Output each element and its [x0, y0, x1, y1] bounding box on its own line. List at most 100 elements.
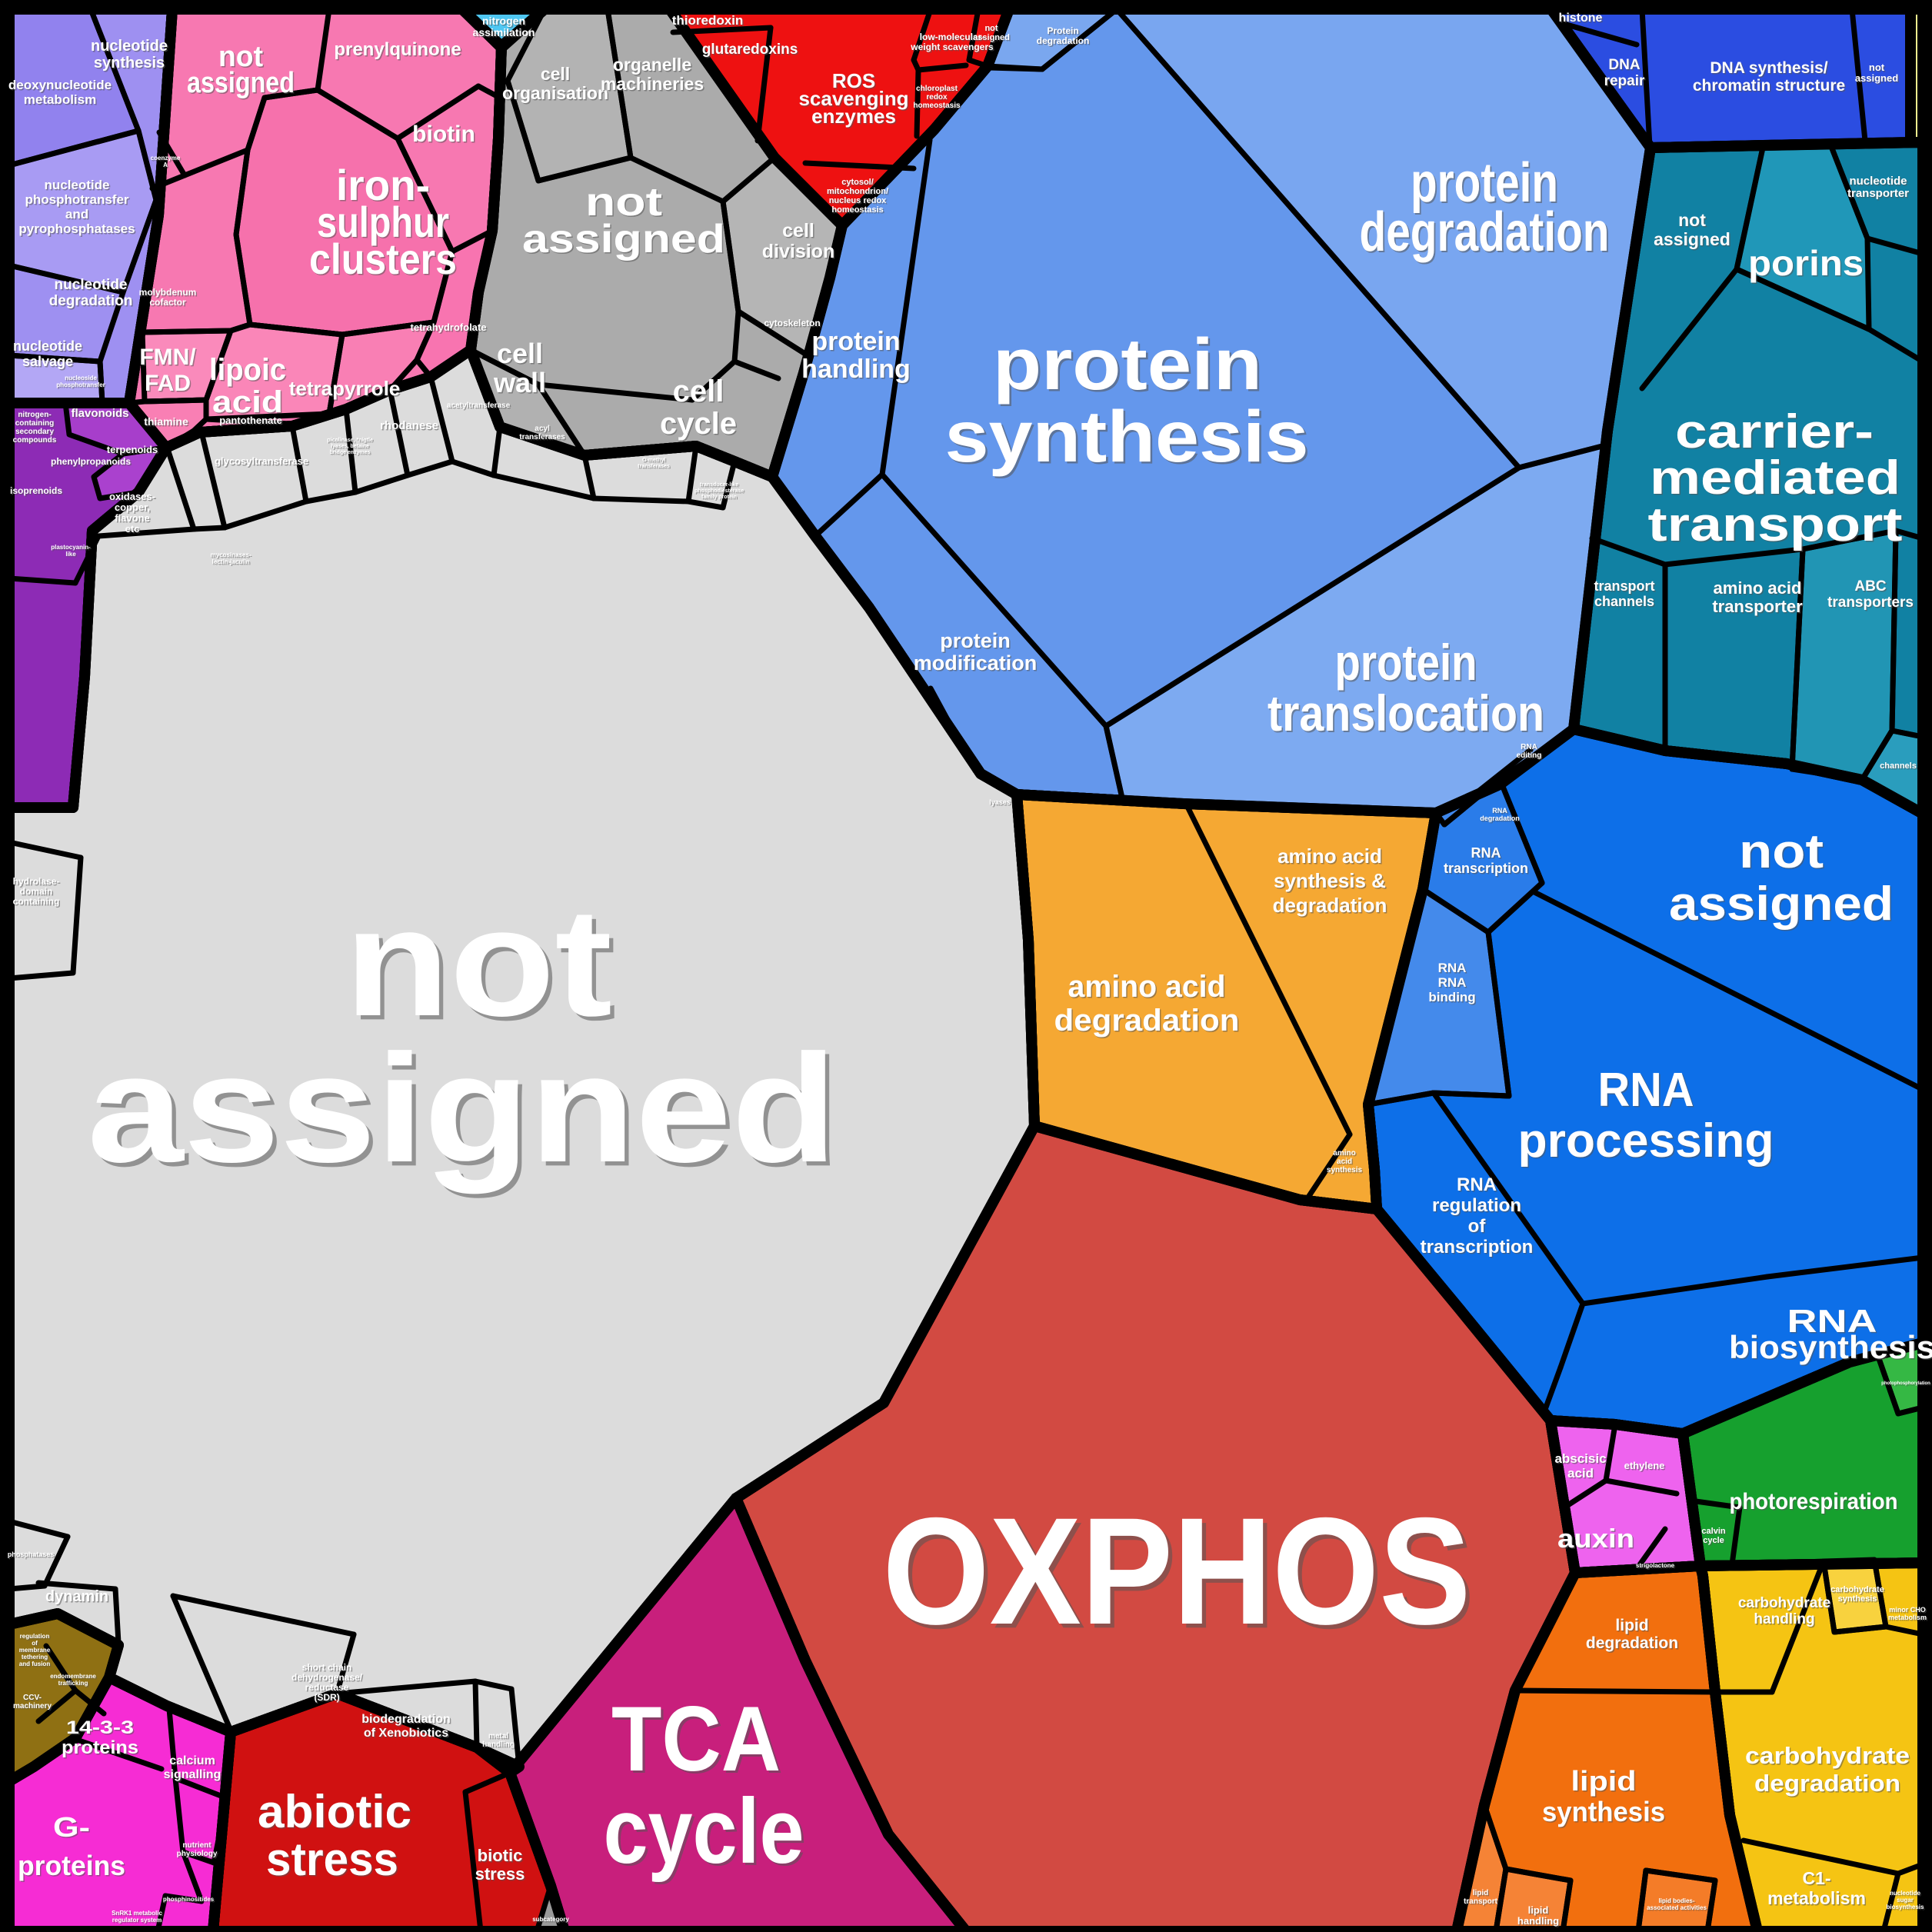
svg-text:acid: acid — [1567, 1466, 1594, 1481]
svg-text:photophosphorylation: photophosphorylation — [1881, 1381, 1930, 1386]
svg-text:biotin: biotin — [414, 123, 477, 148]
svg-text:phenylpropanoids: phenylpropanoids — [51, 456, 131, 467]
svg-text:not: not — [345, 877, 612, 1048]
svg-text:channels: channels — [1595, 595, 1655, 611]
svg-text:deoxynucleotide: deoxynucleotide — [8, 78, 112, 92]
svg-text:chromatin structure: chromatin structure — [1694, 78, 1846, 96]
svg-text:RNA: RNA — [1599, 1065, 1695, 1118]
svg-text:nucleotide: nucleotide — [1890, 1890, 1921, 1897]
svg-text:transport: transport — [1465, 1899, 1500, 1907]
svg-text:stress: stress — [266, 1834, 398, 1885]
svg-text:protein: protein — [941, 631, 1012, 654]
svg-text:not: not — [585, 180, 662, 225]
svg-text:assigned: assigned — [524, 218, 727, 263]
svg-text:subcategory: subcategory — [534, 1917, 571, 1924]
svg-text:carbohydrate: carbohydrate — [1747, 1744, 1911, 1770]
svg-text:RNA: RNA — [1457, 1174, 1497, 1195]
svg-text:photorespiration: photorespiration — [1730, 1491, 1899, 1516]
svg-text:metabolism: metabolism — [24, 92, 96, 107]
svg-text:nucleotide: nucleotide — [55, 278, 128, 295]
svg-text:DNA: DNA — [1610, 58, 1641, 75]
svg-text:synthesis: synthesis — [947, 398, 1311, 480]
svg-text:nucleotide: nucleotide — [54, 277, 127, 293]
svg-text:phosphatases: phosphatases — [8, 1552, 55, 1560]
svg-text:nitrogen: nitrogen — [482, 15, 525, 27]
svg-text:isoprenoids: isoprenoids — [11, 487, 63, 498]
svg-text:rhodanese: rhodanese — [381, 421, 440, 434]
svg-text:endomembrane: endomembrane — [52, 1674, 98, 1681]
svg-text:protein: protein — [1336, 635, 1478, 692]
svg-text:short chain: short chain — [303, 1664, 353, 1674]
svg-text:synthesis: synthesis — [1544, 1797, 1667, 1829]
svg-text:transcription: transcription — [1444, 862, 1529, 878]
svg-text:prenylquinone: prenylquinone — [334, 39, 461, 60]
svg-text:nucleotide: nucleotide — [1890, 1891, 1922, 1898]
svg-text:transcription: transcription — [1444, 861, 1528, 876]
svg-text:assigned: assigned — [187, 67, 295, 99]
svg-text:not: not — [220, 42, 265, 75]
svg-text:C1-: C1- — [1802, 1868, 1830, 1888]
svg-text:O-methyl: O-methyl — [643, 459, 666, 465]
svg-text:acid: acid — [214, 387, 285, 421]
svg-text:chloroplast: chloroplast — [916, 85, 958, 93]
svg-text:of: of — [1468, 1216, 1487, 1237]
svg-text:dynamin: dynamin — [45, 1588, 108, 1605]
svg-text:lipid: lipid — [1528, 1904, 1549, 1916]
svg-text:phosphodiesterase: phosphodiesterase — [695, 488, 744, 494]
svg-text:not: not — [1678, 210, 1706, 230]
svg-text:A: A — [163, 162, 168, 168]
svg-text:photorespiration: photorespiration — [1730, 1489, 1898, 1514]
svg-text:degradation: degradation — [1038, 37, 1091, 48]
svg-text:transferases: transferases — [638, 464, 670, 469]
svg-text:metal: metal — [489, 1734, 509, 1742]
svg-text:RNA: RNA — [1439, 977, 1467, 991]
svg-text:metabolism: metabolism — [1888, 1614, 1927, 1621]
svg-text:acetyltransferase: acetyltransferase — [447, 401, 511, 410]
svg-text:transducer-like: transducer-like — [700, 482, 738, 488]
svg-text:transport: transport — [1649, 500, 1904, 553]
svg-text:SnRK1 metabolic: SnRK1 metabolic — [113, 1911, 164, 1918]
svg-text:handling: handling — [1755, 1613, 1816, 1629]
svg-text:oxidases-: oxidases- — [109, 491, 155, 502]
svg-text:histone: histone — [1559, 12, 1603, 25]
svg-text:associated activities: associated activities — [1648, 1906, 1708, 1913]
svg-text:and fusion: and fusion — [20, 1662, 52, 1669]
svg-text:nutrient: nutrient — [184, 1843, 213, 1851]
svg-text:physiology: physiology — [178, 1851, 218, 1860]
svg-text:copper,: copper, — [115, 503, 151, 515]
svg-text:lipid: lipid — [1571, 1765, 1637, 1797]
svg-text:trafficking: trafficking — [59, 1681, 89, 1688]
svg-text:transferases: transferases — [519, 433, 565, 441]
svg-text:transporter: transporter — [1712, 597, 1803, 616]
svg-text:nucleotide: nucleotide — [14, 340, 83, 355]
svg-text:histone: histone — [1560, 13, 1604, 26]
svg-text:cycle: cycle — [660, 407, 737, 441]
svg-text:cell: cell — [673, 375, 724, 408]
svg-text:short chain: short chain — [302, 1662, 352, 1673]
svg-text:lipid: lipid — [1617, 1618, 1650, 1636]
svg-text:RNA: RNA — [1788, 1304, 1878, 1341]
svg-text:translocation: translocation — [1269, 686, 1546, 743]
svg-text:synthesis: synthesis — [95, 56, 165, 73]
svg-text:biodegradation: biodegradation — [361, 1713, 451, 1726]
svg-text:processing: processing — [1518, 1114, 1774, 1168]
svg-text:mediated: mediated — [1650, 451, 1900, 505]
svg-text:modification: modification — [914, 653, 1038, 676]
svg-text:processing: processing — [1519, 1116, 1775, 1169]
svg-text:reductase: reductase — [305, 1682, 349, 1693]
svg-text:rhodanese: rhodanese — [380, 419, 438, 432]
svg-text:molybdenum: molybdenum — [139, 287, 197, 298]
svg-text:membrane: membrane — [19, 1647, 51, 1654]
svg-text:thioredoxin: thioredoxin — [672, 13, 744, 28]
svg-text:iron-: iron- — [336, 161, 430, 209]
svg-text:transcription: transcription — [1421, 1237, 1534, 1257]
svg-text:cell: cell — [782, 220, 814, 242]
svg-text:CCV-: CCV- — [25, 1695, 43, 1704]
svg-text:14-3-3: 14-3-3 — [68, 1719, 135, 1740]
svg-text:RNA: RNA — [1439, 962, 1467, 977]
svg-text:clusters: clusters — [311, 236, 458, 285]
svg-text:transferases: transferases — [639, 465, 671, 471]
svg-text:dynamin: dynamin — [46, 1590, 109, 1607]
svg-text:flavone: flavone — [116, 514, 152, 525]
svg-text:auxin: auxin — [1557, 1524, 1634, 1554]
